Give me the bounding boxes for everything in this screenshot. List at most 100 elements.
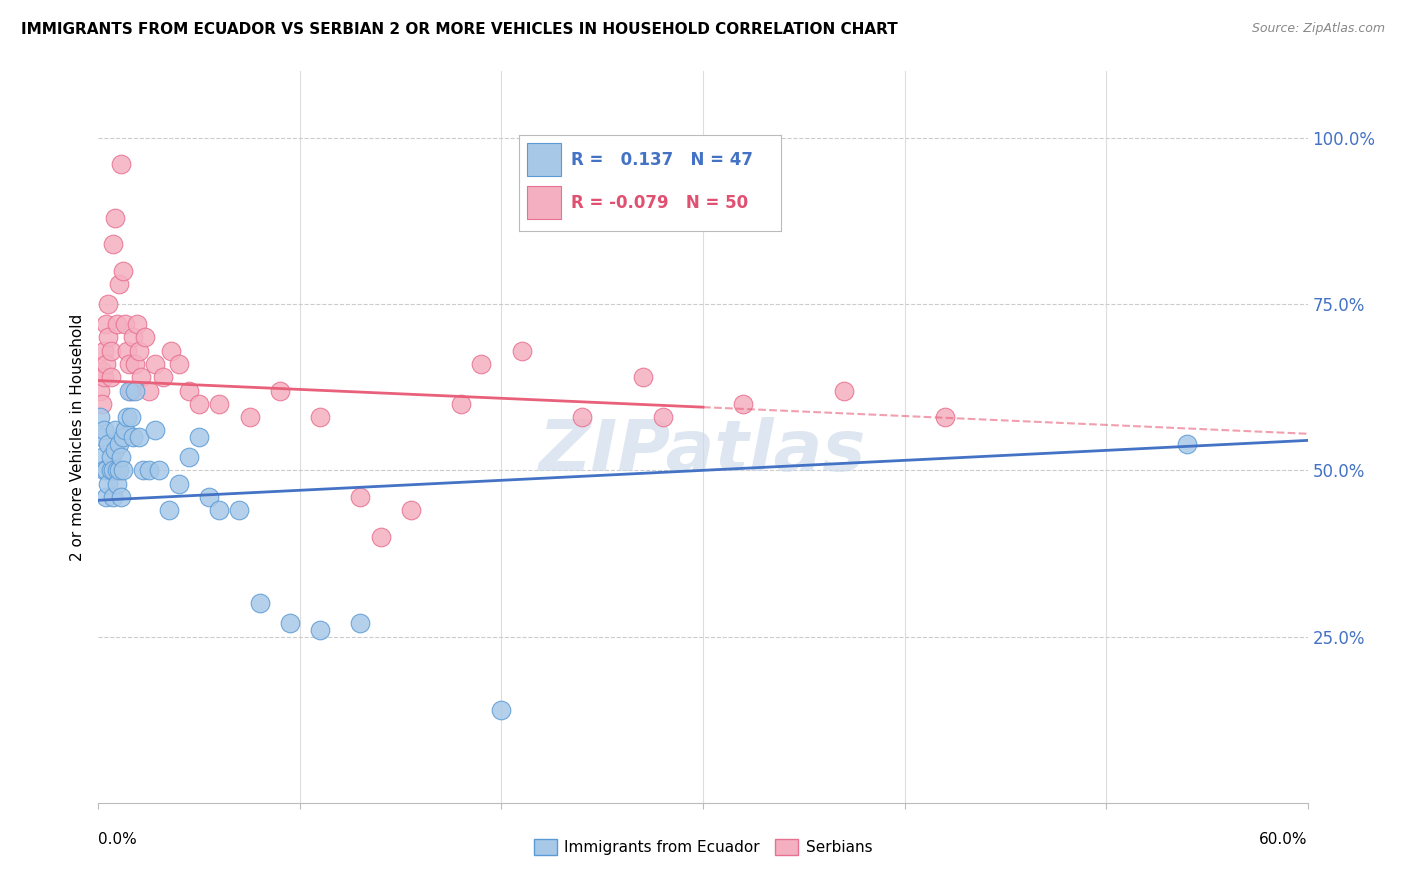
- Point: [101, 463, 124, 477]
- Point: [114, 317, 136, 331]
- Point: [138, 384, 160, 398]
- Point: [89, 410, 111, 425]
- Point: [105, 463, 128, 477]
- Point: [370, 530, 392, 544]
- Point: [309, 623, 332, 637]
- Point: [143, 357, 166, 371]
- Point: [188, 397, 211, 411]
- Point: [651, 410, 673, 425]
- Point: [107, 436, 129, 450]
- Point: [97, 436, 120, 450]
- Point: [832, 384, 855, 398]
- Point: [278, 616, 301, 631]
- Point: [349, 490, 371, 504]
- Point: [733, 397, 755, 411]
- Point: [118, 357, 141, 371]
- Point: [128, 430, 150, 444]
- Point: [124, 384, 146, 398]
- Point: [115, 410, 138, 425]
- Point: [249, 596, 271, 610]
- Point: [110, 490, 132, 504]
- Point: [111, 463, 134, 477]
- Point: [93, 370, 115, 384]
- Point: [118, 384, 141, 398]
- Point: [97, 330, 120, 344]
- Point: [148, 463, 170, 477]
- Point: [208, 397, 231, 411]
- Point: [111, 430, 134, 444]
- Point: [91, 397, 114, 411]
- Point: [100, 370, 122, 384]
- Point: [91, 430, 114, 444]
- Point: [105, 476, 128, 491]
- Point: [160, 343, 183, 358]
- Point: [157, 503, 180, 517]
- Point: [100, 343, 122, 358]
- Point: [309, 410, 332, 425]
- Point: [96, 317, 118, 331]
- Point: [450, 397, 472, 411]
- Point: [179, 450, 201, 464]
- Point: [100, 450, 122, 464]
- Point: [101, 490, 124, 504]
- Point: [110, 450, 132, 464]
- Point: [510, 343, 533, 358]
- Point: [269, 384, 291, 398]
- Point: [107, 463, 129, 477]
- Point: [208, 503, 231, 517]
- Point: [138, 463, 160, 477]
- Legend: Immigrants from Ecuador, Serbians: Immigrants from Ecuador, Serbians: [527, 833, 879, 861]
- Y-axis label: 2 or more Vehicles in Household: 2 or more Vehicles in Household: [69, 313, 84, 561]
- Point: [114, 424, 136, 438]
- Point: [124, 357, 146, 371]
- Point: [103, 211, 125, 225]
- Point: [91, 363, 114, 377]
- Text: IMMIGRANTS FROM ECUADOR VS SERBIAN 2 OR MORE VEHICLES IN HOUSEHOLD CORRELATION C: IMMIGRANTS FROM ECUADOR VS SERBIAN 2 OR …: [21, 22, 898, 37]
- Point: [167, 476, 190, 491]
- Point: [97, 297, 120, 311]
- Point: [121, 330, 143, 344]
- Point: [1175, 436, 1198, 450]
- Point: [103, 443, 125, 458]
- Point: [167, 357, 190, 371]
- Text: R = -0.079   N = 50: R = -0.079 N = 50: [571, 194, 748, 211]
- Text: 60.0%: 60.0%: [1260, 832, 1308, 847]
- Point: [115, 343, 138, 358]
- Point: [152, 370, 174, 384]
- Point: [93, 343, 115, 358]
- Point: [120, 410, 142, 425]
- Point: [91, 450, 114, 464]
- Point: [631, 370, 654, 384]
- Point: [121, 430, 143, 444]
- Text: 0.0%: 0.0%: [98, 832, 138, 847]
- Point: [198, 490, 221, 504]
- Point: [93, 424, 115, 438]
- Point: [132, 463, 155, 477]
- Point: [96, 490, 118, 504]
- Point: [129, 370, 152, 384]
- Point: [188, 430, 211, 444]
- Point: [128, 343, 150, 358]
- Point: [125, 317, 148, 331]
- Point: [571, 410, 593, 425]
- Point: [179, 384, 201, 398]
- Point: [96, 463, 118, 477]
- Bar: [527, 186, 561, 219]
- Point: [134, 330, 156, 344]
- Text: Source: ZipAtlas.com: Source: ZipAtlas.com: [1251, 22, 1385, 36]
- Point: [89, 384, 111, 398]
- Point: [93, 463, 115, 477]
- Text: ZIPatlas: ZIPatlas: [540, 417, 866, 486]
- Text: R =   0.137   N = 47: R = 0.137 N = 47: [571, 151, 754, 169]
- Point: [107, 277, 129, 292]
- Point: [105, 317, 128, 331]
- Point: [111, 264, 134, 278]
- Point: [228, 503, 250, 517]
- Point: [470, 357, 492, 371]
- Point: [349, 616, 371, 631]
- Point: [491, 703, 513, 717]
- Point: [96, 357, 118, 371]
- Point: [97, 476, 120, 491]
- Point: [100, 463, 122, 477]
- Point: [101, 237, 124, 252]
